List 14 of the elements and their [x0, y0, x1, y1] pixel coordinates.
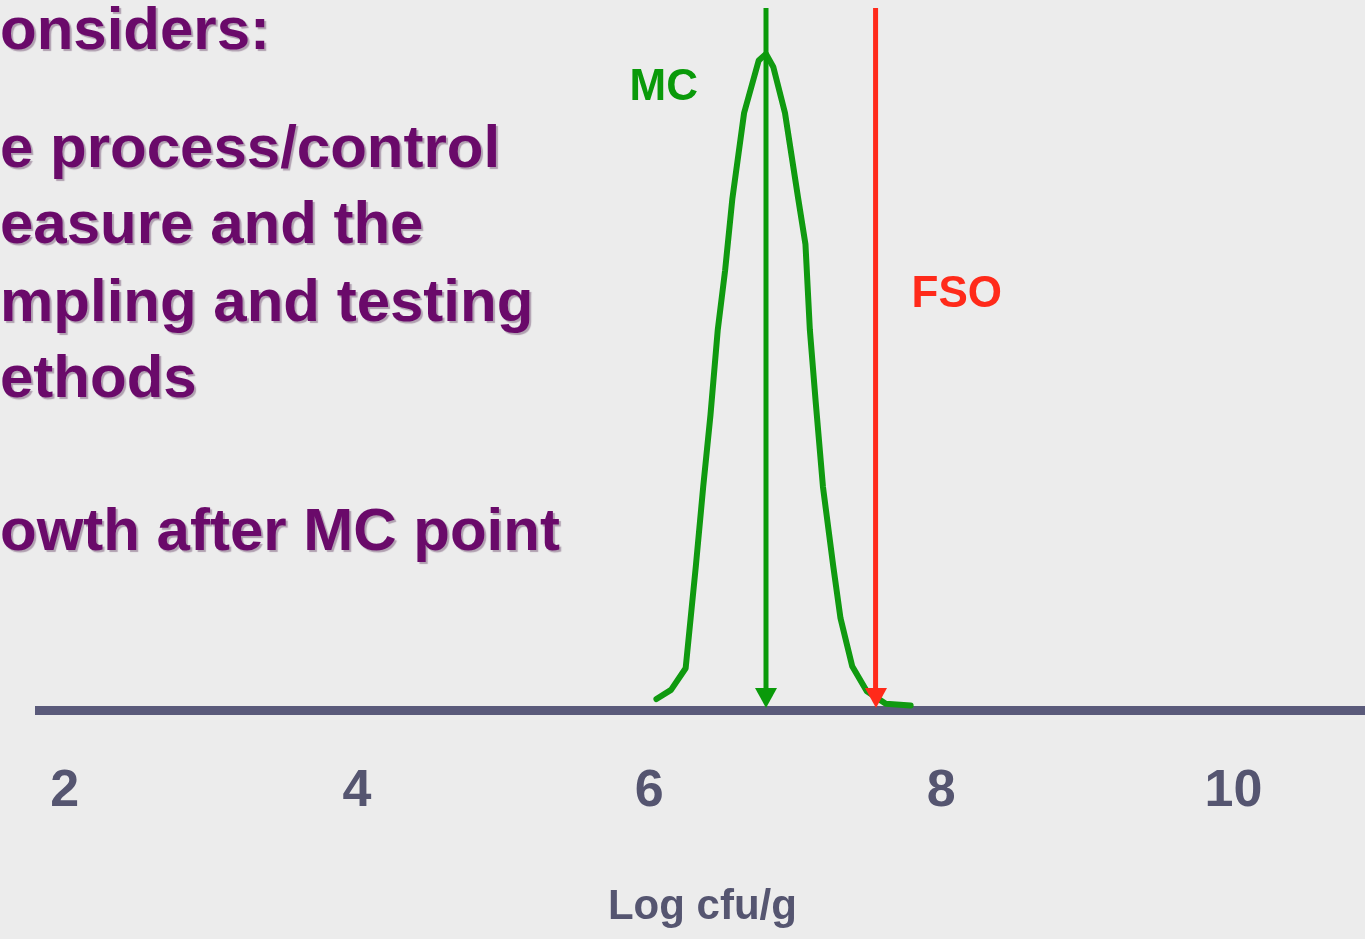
x-tick-label: 4: [342, 758, 372, 817]
slide-text: e process/control: [0, 112, 501, 181]
ref-line-label: FSO: [911, 267, 1003, 317]
slide-text: ethods: [0, 342, 197, 411]
x-axis-title: Log cfu/g: [607, 881, 797, 929]
slide-text: mpling and testing: [0, 266, 534, 335]
slide-text: onsiders:: [0, 0, 271, 63]
x-tick-label: 6: [634, 758, 664, 817]
ref-line-label: MC: [629, 60, 698, 110]
x-tick-label: 10: [1204, 758, 1263, 817]
slide-text: owth after MC point: [0, 495, 560, 564]
x-tick-label: 2: [50, 758, 80, 817]
x-tick-label: 8: [926, 758, 956, 817]
slide-text: easure and the: [0, 188, 424, 257]
